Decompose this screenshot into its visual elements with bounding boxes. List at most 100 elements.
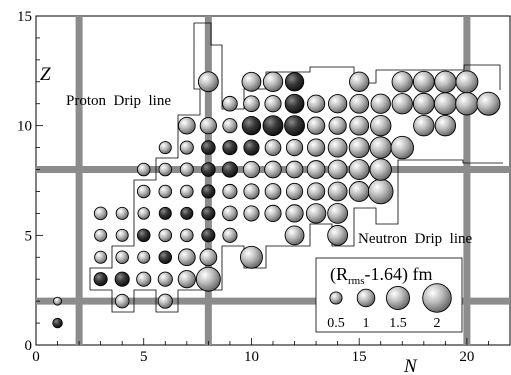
- nucleus-point: [284, 72, 305, 92]
- nucleus-point: [177, 116, 196, 135]
- nucleus-point: [137, 250, 151, 264]
- proton-drip-line-label: Proton Drip line: [66, 93, 171, 109]
- nucleus-point: [285, 160, 304, 179]
- nucleus-point: [306, 116, 326, 135]
- nucleus-point: [199, 117, 217, 135]
- nucleus-point: [264, 160, 282, 179]
- nucleus-point: [285, 139, 304, 157]
- nucleus-point: [157, 271, 173, 287]
- nucleus-point: [158, 162, 173, 177]
- nucleus-point: [328, 94, 348, 114]
- nucleus-point: [158, 184, 173, 199]
- nucleus-point: [391, 93, 413, 115]
- nucleus-point: [476, 91, 501, 116]
- nucleus-point: [370, 93, 391, 114]
- nucleus-point: [412, 70, 435, 93]
- nucleus-point: [284, 225, 305, 246]
- nucleus-point: [114, 293, 130, 309]
- nucleus-point: [306, 94, 326, 113]
- nucleus-point: [136, 271, 152, 287]
- y-tick-label: 10: [17, 119, 32, 135]
- nucleus-point: [306, 160, 326, 179]
- nucleus-point: [306, 182, 326, 201]
- nucleus-point: [115, 228, 129, 242]
- nucleus-point: [222, 140, 238, 156]
- nucleus-point: [412, 92, 435, 115]
- nucleus-point: [264, 95, 282, 113]
- nucleus-point: [136, 228, 151, 243]
- nucleus-point: [115, 250, 129, 265]
- nucleus-point: [327, 224, 349, 246]
- nucleus-point: [180, 206, 194, 220]
- nucleus-point: [180, 228, 194, 243]
- nucleus-point: [391, 71, 413, 93]
- x-tick-label: 5: [140, 349, 148, 365]
- nucleus-point: [136, 162, 151, 177]
- legend-marker: [386, 286, 411, 311]
- nucleus-point: [242, 160, 261, 179]
- data-points: [52, 70, 501, 329]
- legend-label: 0.5: [327, 316, 345, 331]
- nucleus-point: [199, 248, 218, 267]
- nucleus-point: [348, 137, 370, 159]
- nucleus-point: [93, 206, 108, 221]
- nucleus-point: [327, 181, 348, 202]
- nucleus-point: [197, 71, 219, 93]
- nucleus-point: [179, 140, 194, 155]
- nucleus-point: [222, 118, 238, 134]
- nucleus-point: [52, 317, 63, 329]
- nucleus-point: [158, 206, 172, 220]
- nucleus-point: [327, 202, 349, 224]
- nucleus-point: [367, 178, 394, 205]
- nucleus-point: [240, 245, 263, 269]
- nucleus-point: [222, 227, 238, 243]
- nucleus-point: [136, 184, 151, 199]
- nucleus-point: [158, 250, 173, 265]
- legend-marker: [422, 283, 452, 313]
- nucleus-point: [201, 206, 216, 221]
- nucleus-point: [434, 114, 457, 137]
- nucleus-point: [201, 184, 216, 199]
- nucleus-point: [180, 184, 194, 199]
- nucleus-point: [433, 92, 457, 116]
- nucleus-point: [243, 205, 260, 222]
- nucleus-point: [177, 270, 196, 289]
- x-axis-label: N: [403, 356, 418, 375]
- legend-title: (Rrms-1.64) fm: [330, 264, 432, 287]
- nucleus-point: [243, 139, 260, 156]
- x-tick-label: 0: [32, 349, 40, 365]
- nucleus-point: [264, 139, 282, 156]
- nucleus-point: [201, 228, 216, 243]
- nucleus-point: [195, 266, 221, 292]
- x-tick-label: 10: [244, 349, 259, 365]
- nucleus-point: [455, 92, 479, 116]
- nucleus-point: [327, 159, 348, 180]
- nucleus-point: [221, 161, 238, 178]
- nucleus-point: [390, 135, 414, 160]
- nucleus-point: [222, 95, 238, 112]
- nucleus-point: [348, 181, 370, 202]
- nucleus-point: [179, 162, 194, 177]
- legend: (Rrms-1.64) fm 0.5 1 1.5 2: [315, 257, 463, 333]
- nucleus-point: [264, 204, 282, 222]
- nucleus-point: [455, 70, 479, 94]
- nucleus-point: [241, 116, 262, 136]
- nucleus-point: [262, 71, 284, 92]
- x-tick-label: 15: [352, 349, 367, 365]
- nucleus-point: [241, 71, 262, 92]
- nucleus-point: [137, 207, 150, 220]
- nucleus-point: [243, 183, 260, 200]
- nucleus-point: [94, 250, 108, 264]
- nucleus-point: [262, 115, 284, 137]
- neutron-drip-line-boundary: [90, 159, 503, 313]
- nucleus-point: [264, 183, 282, 200]
- nucleus-point: [285, 182, 304, 201]
- nucleus-point: [222, 205, 238, 222]
- nucleus-point: [369, 158, 392, 181]
- y-axis-label: Z: [40, 64, 51, 85]
- nucleus-point: [305, 203, 327, 224]
- y-tick-label: 5: [25, 228, 33, 244]
- legend-marker: [329, 291, 343, 305]
- x-tick-label: 20: [459, 349, 474, 365]
